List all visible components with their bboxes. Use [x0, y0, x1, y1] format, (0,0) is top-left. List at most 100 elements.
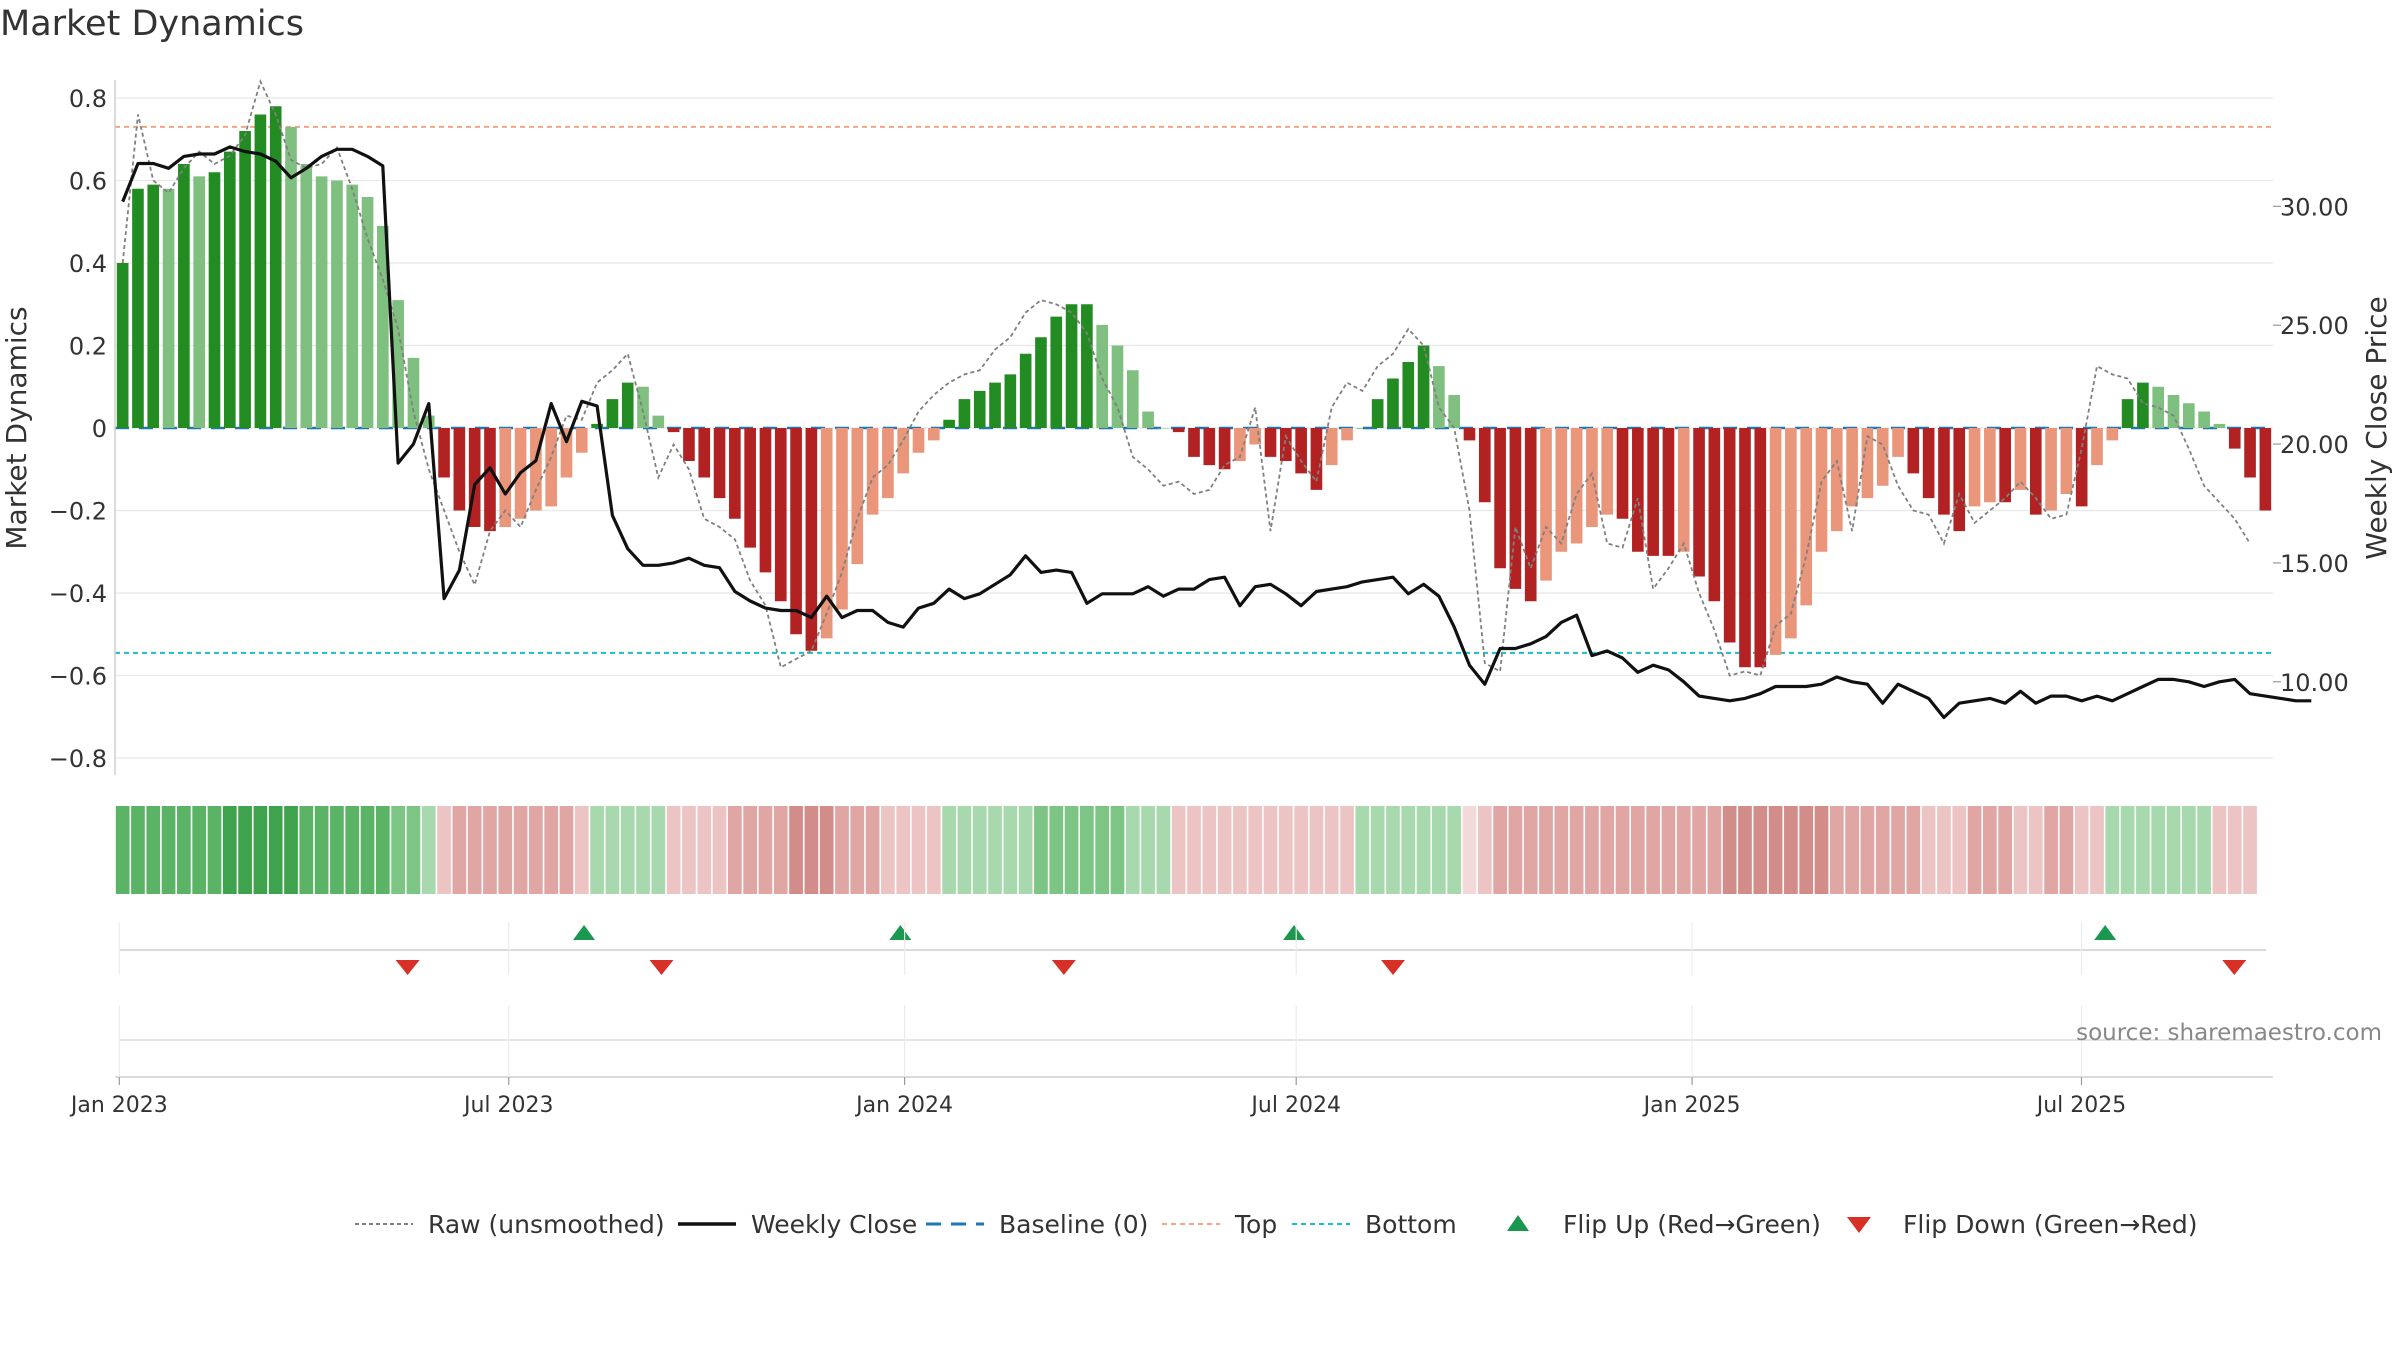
dynamics-bar	[1876, 428, 1889, 486]
regime-cell	[574, 806, 589, 894]
regime-cell	[1370, 806, 1385, 894]
dynamics-bar	[1157, 428, 1170, 429]
dynamics-bar	[2152, 386, 2165, 428]
dynamics-bar	[790, 428, 802, 635]
dynamics-bar	[178, 164, 190, 428]
dynamics-bar	[912, 428, 925, 453]
dynamics-bar	[1172, 428, 1185, 433]
dynamics-bar	[1203, 428, 1216, 466]
regime-cell	[421, 806, 436, 894]
regime-cell	[1799, 806, 1814, 894]
regime-cell	[1998, 806, 2013, 894]
weekly-close-line	[121, 145, 2312, 720]
x-axis: Jan 2023 Jul 2023 Jan 2024 Jul 2024 Jan 2025…	[69, 922, 2273, 1118]
dynamics-bar	[1188, 428, 1200, 457]
chart-legend: Raw (unsmoothed) Weekly Close Baseline (0)…	[355, 1210, 2198, 1239]
dynamics-bar	[897, 428, 910, 474]
dynamics-bar	[943, 419, 955, 428]
regime-cell	[391, 806, 405, 894]
regime-cell	[544, 806, 559, 894]
dynamics-bar	[1295, 428, 1307, 474]
dynamics-bar	[882, 428, 894, 499]
regime-cell	[1386, 806, 1400, 894]
dynamics-bar	[927, 428, 940, 441]
dynamics-bar	[208, 172, 221, 428]
dynamics-bar	[453, 428, 466, 511]
dynamics-bar	[147, 184, 160, 428]
dynamics-bar	[2244, 428, 2256, 478]
regime-cell	[529, 806, 543, 894]
flip-down-marker	[1381, 960, 1406, 975]
y-left-tick-label: −0.8	[49, 745, 107, 773]
dynamics-bar	[575, 428, 588, 453]
regime-cell	[850, 806, 865, 894]
legend-label: Baseline (0)	[999, 1210, 1148, 1239]
regime-cell	[697, 806, 712, 894]
dynamics-bar	[1555, 428, 1568, 552]
dynamics-bar	[606, 399, 619, 428]
close-series	[121, 145, 2312, 720]
regime-cell	[911, 806, 926, 894]
dynamics-bar	[2198, 411, 2210, 428]
dynamics-bar	[774, 428, 787, 602]
flip-down-marker	[1051, 960, 1076, 975]
dynamics-bar	[2228, 428, 2241, 449]
dynamics-bar	[1769, 428, 1782, 655]
regime-cell	[1983, 806, 1997, 894]
regime-cell	[1707, 806, 1722, 894]
regime-cell	[222, 806, 237, 894]
regime-cell	[743, 806, 758, 894]
regime-cell	[651, 806, 666, 894]
dynamics-bar	[2213, 423, 2226, 428]
regime-cell	[1967, 806, 1982, 894]
regime-cell	[406, 806, 421, 894]
dynamics-bar	[1356, 428, 1369, 429]
dynamics-bar	[315, 176, 328, 428]
regime-cell	[972, 806, 987, 894]
dynamics-bar	[1387, 378, 1399, 428]
dynamics-bar	[2014, 428, 2027, 490]
regime-cell	[1034, 806, 1048, 894]
regime-cell	[1416, 806, 1431, 894]
dynamics-bar	[1096, 324, 1108, 428]
legend-item: Bottom	[1292, 1210, 1457, 1239]
dynamics-bar	[1004, 374, 1017, 428]
dynamics-bar	[698, 428, 711, 478]
regime-cell	[1171, 806, 1186, 894]
regime-cell	[1860, 806, 1875, 894]
regime-cell	[2197, 806, 2211, 894]
regime-cell	[1187, 806, 1201, 894]
regime-cell	[1630, 806, 1645, 894]
regime-cell	[177, 806, 191, 894]
regime-strip	[115, 806, 2257, 894]
flip-down-marker	[2222, 960, 2247, 975]
regime-cell	[1447, 806, 1462, 894]
dynamics-bar	[407, 357, 420, 428]
dynamics-bar	[1540, 428, 1552, 581]
dynamics-bar	[162, 188, 175, 428]
dynamics-bar	[866, 428, 879, 515]
dynamics-bar	[836, 428, 848, 610]
regime-cell	[207, 806, 222, 894]
regime-cell	[620, 806, 635, 894]
regime-cell	[1309, 806, 1324, 894]
dynamics-bar	[1325, 428, 1338, 466]
dynamics-bar	[223, 151, 236, 428]
dynamics-bar	[1693, 428, 1705, 577]
dynamics-bar	[1463, 428, 1476, 441]
regime-cell	[2120, 806, 2135, 894]
dynamics-bar	[1922, 428, 1935, 499]
legend-item: Baseline (0)	[926, 1210, 1148, 1239]
flip-up-marker	[1283, 925, 1306, 940]
regime-cell	[192, 806, 207, 894]
regime-cell	[1738, 806, 1752, 894]
regime-cell	[299, 806, 314, 894]
y-right-tick-label: 30.00	[2280, 193, 2349, 221]
y-left-tick-label: 0	[92, 415, 107, 443]
regime-cell	[1263, 806, 1278, 894]
reference-lines	[115, 125, 2273, 654]
dynamics-bar	[560, 428, 573, 478]
dynamics-bar	[2075, 428, 2088, 507]
regime-cell	[957, 806, 972, 894]
y-left-tick-label: −0.4	[49, 580, 107, 608]
